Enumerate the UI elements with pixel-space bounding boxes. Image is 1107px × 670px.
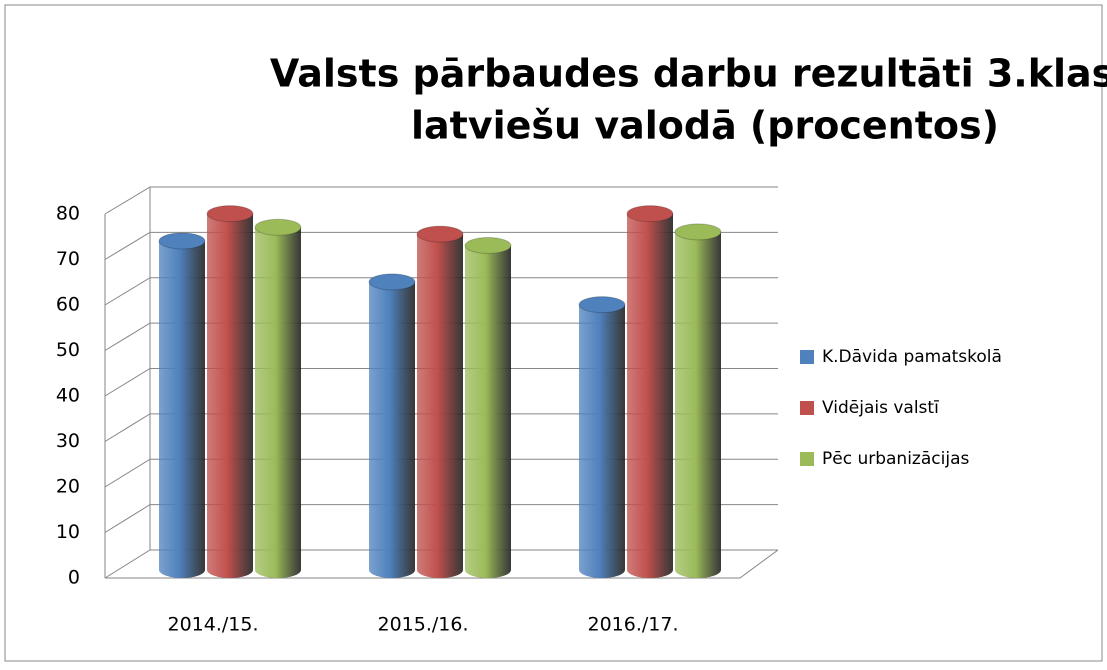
bar [368, 273, 416, 578]
bar-body [207, 213, 253, 578]
bar-top [206, 205, 254, 223]
y-tick-label: 50 [56, 339, 80, 361]
bar-top [626, 205, 674, 223]
y-tick-label: 60 [56, 294, 80, 316]
bar-body [465, 245, 511, 578]
legend-label: Pēc urbanizācijas [822, 449, 969, 469]
bar-top [674, 223, 722, 241]
chart-title-line-2: latviešu valodā (procentos) [411, 104, 999, 148]
grid-line [104, 504, 778, 533]
bar-body [255, 227, 301, 579]
bar-body [369, 281, 415, 578]
y-tick-label: 40 [56, 385, 80, 407]
bar-top [368, 273, 416, 291]
floor-edge [105, 549, 779, 579]
bar-top [578, 296, 626, 314]
y-tick-label: 70 [56, 248, 80, 270]
y-tick-label: 30 [56, 430, 80, 452]
chart-title-line-1: Valsts pārbaudes darbu rezultāti 3.klasē [270, 52, 1107, 96]
grid-line [104, 458, 778, 488]
bar [416, 225, 464, 578]
bar-body [417, 234, 463, 578]
bar-body [579, 304, 625, 578]
bar-top [254, 218, 302, 236]
bar [626, 205, 674, 578]
bar-body [159, 240, 205, 578]
bar [254, 218, 302, 579]
grid-line [104, 413, 778, 442]
y-tick-label: 0 [68, 567, 80, 589]
legend-label: K.Dāvida pamatskolā [822, 347, 1002, 367]
grid-line [104, 549, 778, 579]
x-tick-label: 2014./15. [167, 614, 258, 636]
legend-swatch [800, 350, 814, 364]
bar [578, 296, 626, 578]
x-tick-label: 2016./17. [587, 614, 678, 636]
legend-swatch [800, 452, 814, 466]
bar-body [675, 231, 721, 578]
bar [464, 237, 512, 578]
x-tick-label: 2015./16. [377, 614, 468, 636]
grid-line [104, 186, 778, 215]
grid-line [104, 322, 778, 351]
grid-line [104, 277, 778, 306]
bar-top [158, 232, 206, 250]
grid-line [104, 231, 778, 260]
bar [206, 205, 254, 578]
bar-top [416, 225, 464, 243]
y-tick-label: 10 [56, 521, 80, 543]
bar-body [627, 213, 673, 578]
bar-top [464, 237, 512, 254]
legend-swatch [800, 401, 814, 415]
bar [158, 232, 206, 578]
bar [674, 223, 722, 578]
y-tick-label: 80 [56, 203, 80, 225]
legend-label: Vidējais valstī [822, 398, 939, 418]
grid-line [104, 368, 778, 397]
y-tick-label: 20 [56, 476, 80, 498]
